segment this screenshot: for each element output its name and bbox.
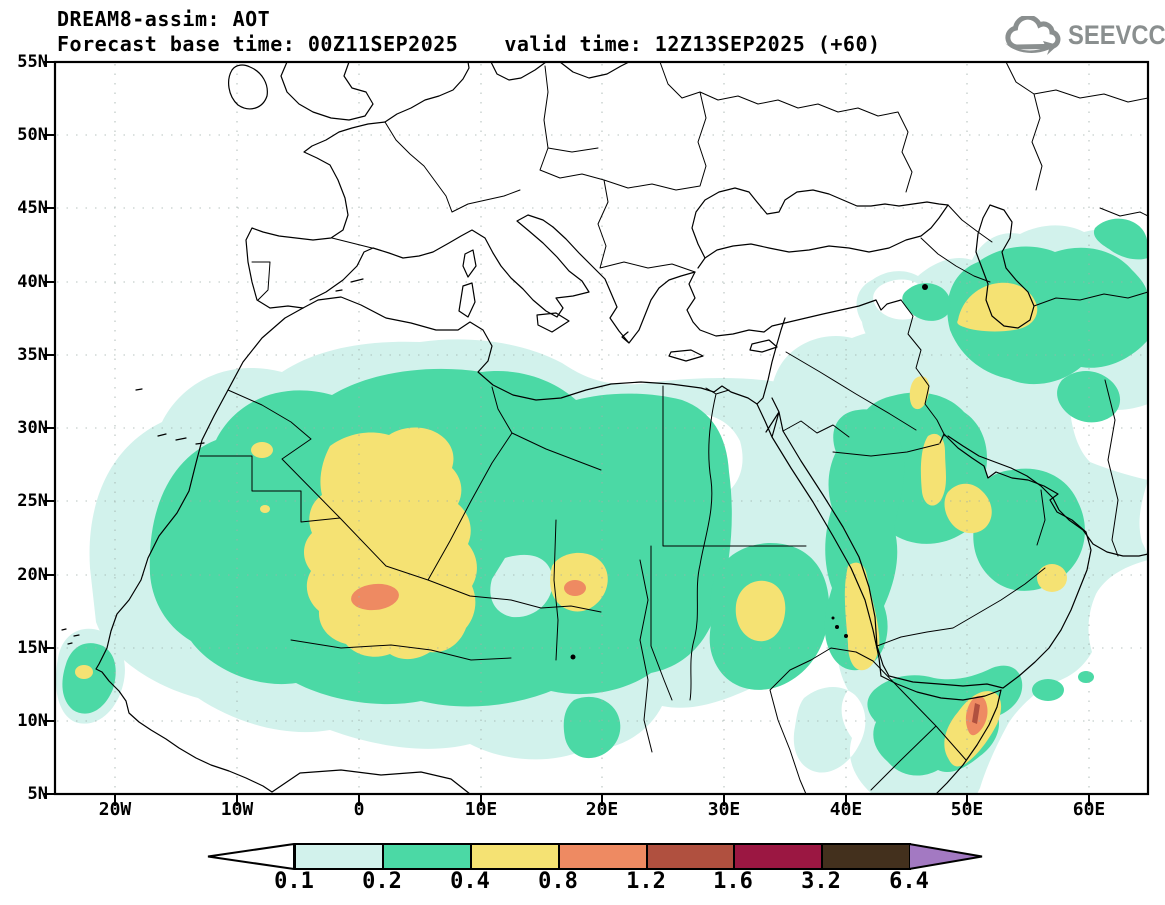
ireland xyxy=(228,64,268,110)
lon-tick-label: 20W xyxy=(98,799,132,820)
horn-of-africa-borders xyxy=(769,647,967,795)
lon-tick-label: 20E xyxy=(585,799,619,820)
colorbar-segment xyxy=(382,843,472,870)
balearics xyxy=(335,278,364,292)
colorbar-label: 0.8 xyxy=(538,869,578,894)
europe-borders xyxy=(251,61,1149,301)
lat-tick-label: 10N xyxy=(17,711,48,731)
colorbar-label: 0.4 xyxy=(450,869,490,894)
aot-fill-level-1.2 xyxy=(972,703,980,724)
lat-tick-label: 55N xyxy=(17,52,48,72)
subtitle: Forecast base time: 00Z11SEP2025 valid ti… xyxy=(57,32,881,56)
arabia-coast xyxy=(888,433,1092,689)
colorbar-segment xyxy=(733,843,823,870)
crete xyxy=(668,349,704,362)
logo-text: SEEVCCC xyxy=(1068,20,1165,50)
forecast-base-time: Forecast base time: 00Z11SEP2025 xyxy=(57,32,459,56)
italy-adriatic-coast xyxy=(372,214,590,318)
lon-tick-label: 30E xyxy=(707,799,741,820)
colorbar-segment xyxy=(558,843,648,870)
valid-time: valid time: 12Z13SEP2025 (+60) xyxy=(504,32,881,56)
africa-west-coast xyxy=(95,307,471,795)
africa-borders xyxy=(199,385,807,753)
lon-tick-label: 40E xyxy=(829,799,863,820)
lat-tick-label: 20N xyxy=(17,565,48,585)
lon-tick-label: 10E xyxy=(464,799,498,820)
lat-tick-label: 50N xyxy=(17,125,48,145)
cloud-logo-icon xyxy=(1005,14,1061,55)
britain xyxy=(280,61,374,121)
colorbar-segment xyxy=(646,843,735,870)
corsica xyxy=(462,249,477,278)
lon-tick-label: 60E xyxy=(1072,799,1106,820)
somalia-horn-coast xyxy=(880,675,1002,795)
middle-east-borders xyxy=(782,204,1149,647)
balkans-greece-coast xyxy=(552,226,696,344)
lon-tick-label: 10W xyxy=(220,799,254,820)
colorbar-label: 3.2 xyxy=(801,869,841,894)
cyprus xyxy=(749,339,778,353)
lat-tick-label: 40N xyxy=(17,272,48,292)
lat-tick-label: 30N xyxy=(17,418,48,438)
lat-tick-label: 45N xyxy=(17,198,48,218)
red-sea-coasts xyxy=(756,397,890,677)
seevccc-logo: SEEVCCC xyxy=(1002,14,1165,60)
lon-tick-label: 50E xyxy=(950,799,984,820)
sardinia xyxy=(458,282,476,318)
sicily xyxy=(536,312,570,333)
lakes xyxy=(570,284,928,660)
colorbar-segment xyxy=(470,843,560,870)
colorbar-overflow-arrow xyxy=(909,843,983,870)
colorbar-segment xyxy=(294,843,384,870)
colorbar-label: 0.1 xyxy=(274,869,314,894)
lat-tick-label: 15N xyxy=(17,638,48,658)
iran-gulf-coast xyxy=(947,435,1149,557)
turkey-coast xyxy=(686,271,902,337)
caspian-sea xyxy=(975,204,1035,329)
colorbar-label: 1.2 xyxy=(626,869,666,894)
colorbar-label: 6.4 xyxy=(889,869,929,894)
africa-mediterranean-coast xyxy=(302,296,786,405)
colorbar-label: 1.6 xyxy=(713,869,753,894)
lat-tick-label: 5N xyxy=(27,784,48,804)
colorbar-underflow-arrow xyxy=(207,843,295,870)
axis-ticks xyxy=(44,61,1090,806)
lon-tick-label: 0 xyxy=(353,799,365,820)
iberia-france-coast xyxy=(245,121,386,309)
atlantic-islands xyxy=(61,388,205,645)
coastlines xyxy=(61,61,1149,795)
page-title: DREAM8-assim: AOT xyxy=(57,7,271,31)
colorbar-segment xyxy=(821,843,911,870)
aot-fill-level-0.8 xyxy=(351,580,988,736)
lat-tick-label: 35N xyxy=(17,345,48,365)
black-sea-north-coast xyxy=(691,187,949,259)
north-sea-baltic-coast xyxy=(384,61,630,123)
lat-tick-label: 25N xyxy=(17,491,48,511)
nile-river xyxy=(689,387,730,701)
black-sea-south-coast xyxy=(697,204,949,269)
colorbar-label: 0.2 xyxy=(362,869,402,894)
